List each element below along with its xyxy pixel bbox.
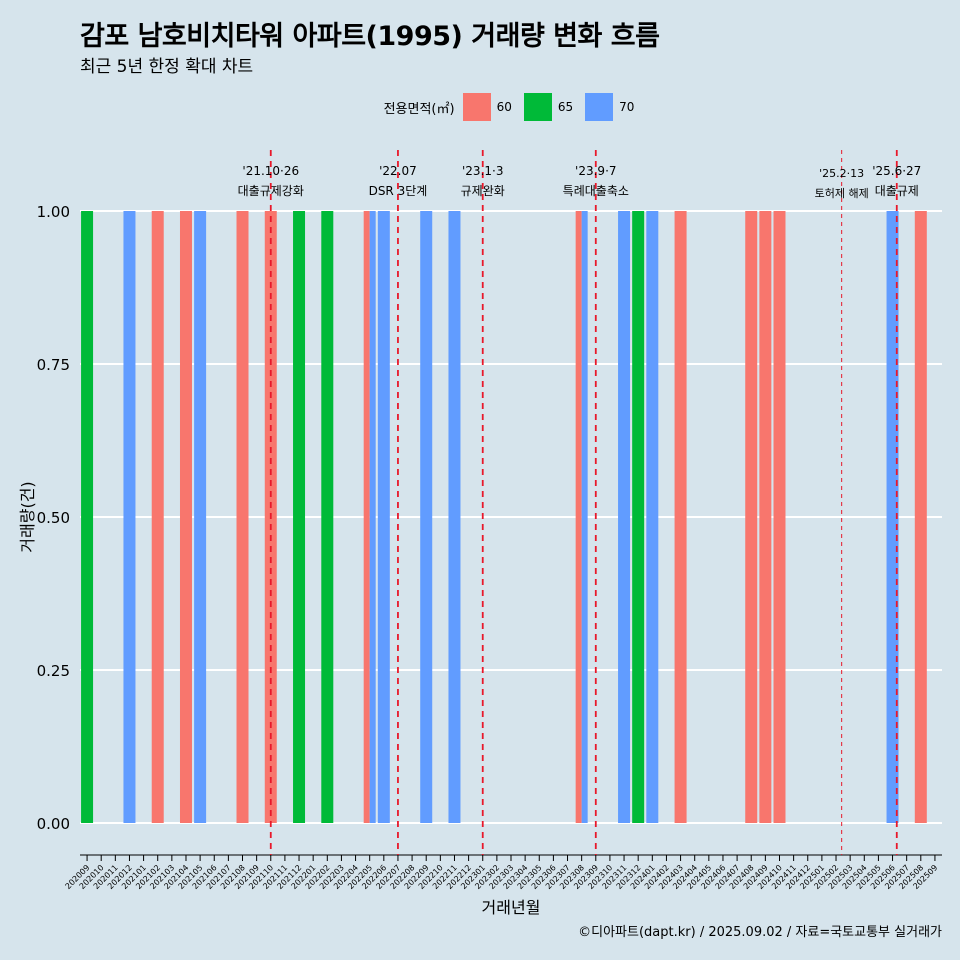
- bar-65-202202: [321, 211, 334, 823]
- x-axis-title: 거래년월: [482, 898, 541, 917]
- bar-65-202112: [293, 211, 306, 823]
- legend-item-70: 70: [585, 93, 638, 121]
- annotation-label-2-0: '23.1·3: [462, 164, 503, 178]
- bar-60-202104: [179, 211, 192, 823]
- bar-70-202506: [886, 211, 899, 823]
- annotation-label-4-1: 토허제 해제: [815, 186, 869, 200]
- bar-70-202311: [618, 211, 631, 823]
- bar-60-202102: [151, 211, 164, 823]
- annotation-label-1-0: '22.07: [379, 164, 417, 178]
- legend-key-60: [462, 93, 491, 121]
- y-tick-label: 0.75: [37, 356, 70, 374]
- y-tick-label: 0.50: [37, 509, 70, 527]
- y-tick-label: 0.25: [37, 662, 70, 680]
- bar-70-202105: [194, 211, 207, 823]
- bar-60-202205: [363, 211, 370, 823]
- legend-key-65: [523, 93, 552, 121]
- bar-70-202205: [369, 211, 376, 823]
- annotation-label-1-1: DSR 3단계: [369, 184, 428, 198]
- bar-70-202308: [581, 211, 588, 823]
- y-tick-label: 0.00: [37, 815, 70, 833]
- y-tick-label: 1.00: [37, 203, 70, 221]
- annotation-label-4-0: '25.2·13: [819, 167, 864, 180]
- annotation-label-3-1: 특례대출축소: [563, 184, 629, 198]
- legend-label-65: 65: [557, 100, 574, 114]
- bar-70-202401: [646, 211, 659, 823]
- bar-65-202312: [632, 211, 645, 823]
- chart-title: 감포 남호비치타워 아파트(1995) 거래량 변화 흐름: [80, 21, 660, 52]
- bar-60-202308: [575, 211, 582, 823]
- annotation-label-0-1: 대출규제강화: [238, 184, 304, 198]
- legend-key-70: [585, 93, 614, 121]
- bar-60-202410: [773, 211, 786, 823]
- bar-60-202403: [674, 211, 687, 823]
- bar-60-202108: [236, 211, 249, 823]
- bar-70-202209: [420, 211, 433, 823]
- legend-label-70: 70: [619, 100, 635, 114]
- legend: 전용면적(㎡) 60 65 70: [0, 92, 960, 122]
- annotation-label-2-1: 규제완화: [461, 184, 505, 198]
- y-axis-title: 거래량(건): [18, 481, 37, 552]
- bar-70-202012: [123, 211, 136, 823]
- bar-70-202206: [377, 211, 390, 823]
- annotation-label-5-0: '25.6·27: [872, 164, 921, 178]
- legend-item-65: 65: [523, 93, 577, 121]
- bar-60-202408: [745, 211, 758, 823]
- chart-caption: ©디아파트(dapt.kr) / 2025.09.02 / 자료=국토교통부 실…: [578, 925, 942, 940]
- bar-60-202508: [914, 211, 927, 823]
- legend-title: 전용면적(㎡): [383, 101, 455, 117]
- legend-item-60: 60: [462, 93, 516, 121]
- chart-subtitle: 최근 5년 한정 확대 차트: [80, 57, 254, 77]
- annotation-label-3-0: '23.9·7: [575, 164, 616, 178]
- legend-label-60: 60: [496, 100, 512, 114]
- bar-65-202009: [81, 211, 94, 823]
- bar-70-202211: [448, 211, 461, 823]
- bar-60-202409: [759, 211, 772, 823]
- annotation-label-0-0: '21.10·26: [242, 164, 299, 178]
- annotation-label-5-1: 대출규제: [875, 184, 919, 198]
